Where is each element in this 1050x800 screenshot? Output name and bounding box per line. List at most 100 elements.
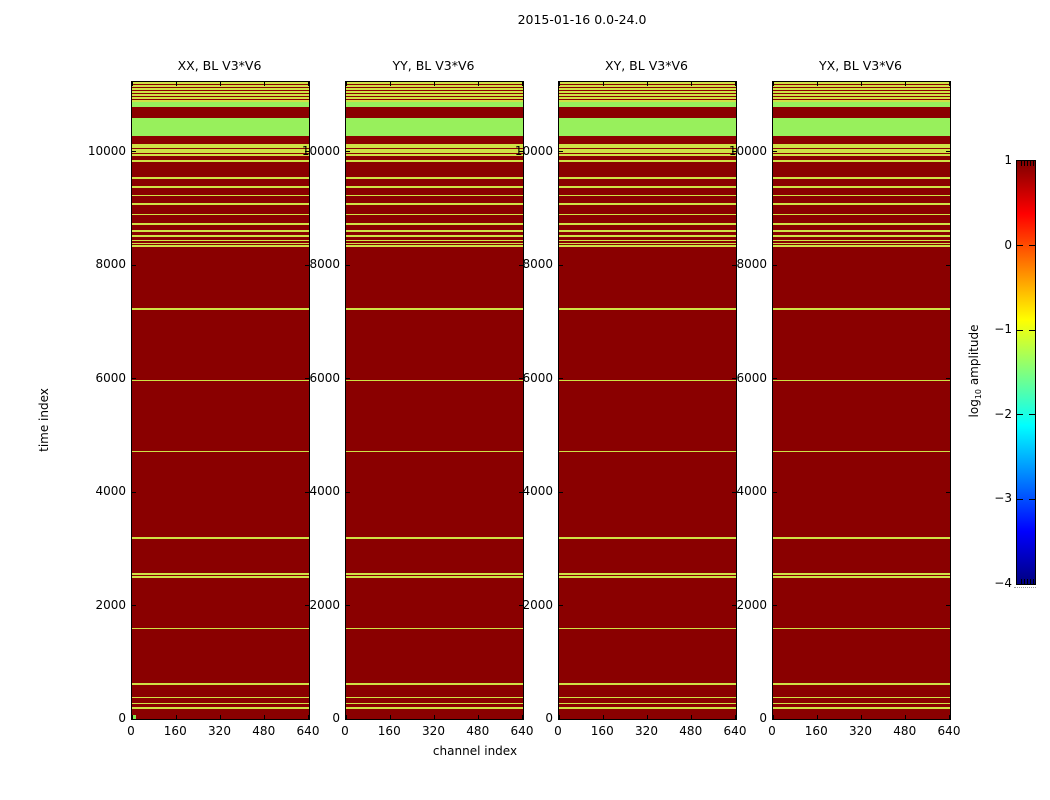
flagged-row-stripe [132, 696, 309, 699]
flagged-row-stripe [773, 203, 950, 205]
y-tick-label: 6000 [522, 370, 553, 385]
y-tick-mark [946, 151, 950, 153]
flagged-row-stripe [773, 627, 950, 630]
flagged-row-stripe [773, 194, 950, 197]
flagged-row-stripe [346, 194, 523, 197]
y-tick-label: 10000 [514, 143, 553, 158]
flagged-row-stripe [773, 177, 950, 179]
flagged-row-stripe [559, 151, 736, 154]
colorbar-tick-mark [1029, 498, 1035, 500]
flagged-row-stripe [773, 93, 950, 96]
flagged-row-stripe [773, 146, 950, 149]
x-tick-mark [816, 82, 818, 86]
y-tick-label: 2000 [736, 597, 767, 612]
flagged-row-stripe [559, 239, 736, 242]
flagged-row-stripe [559, 696, 736, 699]
x-tick-mark [389, 715, 391, 719]
y-tick-label: 2000 [95, 597, 126, 612]
x-tick-label: 640 [296, 724, 320, 738]
y-tick-mark [519, 491, 523, 493]
flagged-row-stripe [346, 146, 523, 149]
flagged-row-stripe [559, 143, 736, 146]
y-tick-mark [519, 151, 523, 153]
x-tick-mark [264, 715, 266, 719]
flagged-row-stripe [132, 153, 309, 156]
flagged-row-stripe [132, 683, 309, 685]
flagged-row-stripe [346, 230, 523, 232]
x-tick-mark [175, 715, 177, 719]
y-tick-mark [346, 491, 350, 493]
flagged-row-stripe [132, 93, 309, 96]
colorbar-tick-mark [1017, 498, 1023, 500]
figure-title: 2015-01-16 0.0-24.0 [517, 12, 647, 27]
flagged-row-stripe [346, 242, 523, 244]
y-tick-mark [773, 264, 777, 266]
y-tick-label: 8000 [309, 257, 340, 272]
flagged-row-stripe [773, 186, 950, 188]
y-axis-label: time index [37, 388, 51, 452]
y-tick-mark [559, 605, 563, 607]
flagged-row-stripe [346, 379, 523, 382]
flagged-row-stripe [559, 93, 736, 96]
y-tick-label: 10000 [301, 143, 340, 158]
y-tick-mark [732, 378, 736, 380]
heatmap-panel-yy [345, 81, 524, 720]
x-tick-mark [522, 715, 523, 719]
y-tick-mark [346, 718, 350, 719]
x-tick-mark [949, 82, 950, 86]
heatmap-panel-xx [131, 81, 310, 720]
flagged-row-stripe [559, 450, 736, 453]
flagged-row-stripe [773, 230, 950, 232]
y-tick-mark [132, 264, 136, 266]
flagged-row-stripe [132, 702, 309, 705]
x-tick-mark [220, 715, 221, 719]
flagged-band [132, 117, 309, 136]
flagged-row-stripe [773, 223, 950, 225]
colorbar-label: log10 amplitude [967, 325, 983, 418]
colorbar-end-hatch [1026, 579, 1028, 584]
x-tick-mark [691, 82, 693, 86]
y-tick-mark [773, 491, 777, 493]
colorbar-tick-mark [1029, 329, 1035, 331]
flagged-row-stripe [132, 450, 309, 453]
y-tick-label: 0 [118, 711, 126, 725]
colorbar-end-hatch [1020, 579, 1022, 584]
x-tick-mark [308, 82, 309, 86]
flagged-row-stripe [773, 87, 950, 90]
flagged-row-stripe [132, 230, 309, 232]
flagged-row-stripe [132, 203, 309, 205]
x-tick-mark [647, 82, 648, 86]
flagged-row-stripe [132, 379, 309, 382]
y-tick-mark [773, 378, 777, 380]
x-tick-mark [132, 715, 133, 719]
colorbar-end-hatch [1023, 161, 1025, 166]
x-tick-mark [346, 715, 347, 719]
colorbar-tick-label: −3 [994, 491, 1012, 506]
flagged-row-stripe [346, 450, 523, 453]
colorbar-tick-label: −2 [994, 406, 1012, 421]
y-tick-mark [305, 378, 309, 380]
x-tick-mark [434, 715, 435, 719]
flagged-row-stripe [559, 683, 736, 685]
flagged-row-stripe [132, 213, 309, 216]
flagged-row-stripe [559, 153, 736, 156]
flagged-row-stripe [773, 151, 950, 154]
flagged-row-stripe [132, 90, 309, 93]
flagged-row-stripe [346, 160, 523, 162]
y-tick-mark [132, 718, 136, 719]
x-tick-mark [602, 82, 604, 86]
flagged-row-stripe [559, 99, 736, 102]
y-tick-label: 8000 [522, 257, 553, 272]
flagged-row-stripe [132, 707, 309, 709]
x-tick-mark [773, 82, 774, 86]
x-tick-mark [602, 715, 604, 719]
flagged-row-stripe [132, 239, 309, 242]
y-tick-mark [305, 491, 309, 493]
x-tick-mark [735, 715, 736, 719]
flagged-row-stripe [132, 576, 309, 578]
flagged-row-stripe [559, 177, 736, 179]
colorbar-tick-mark [1017, 329, 1023, 331]
flagged-row-stripe [132, 573, 309, 575]
x-tick-mark [647, 715, 648, 719]
y-tick-label: 8000 [95, 257, 126, 272]
